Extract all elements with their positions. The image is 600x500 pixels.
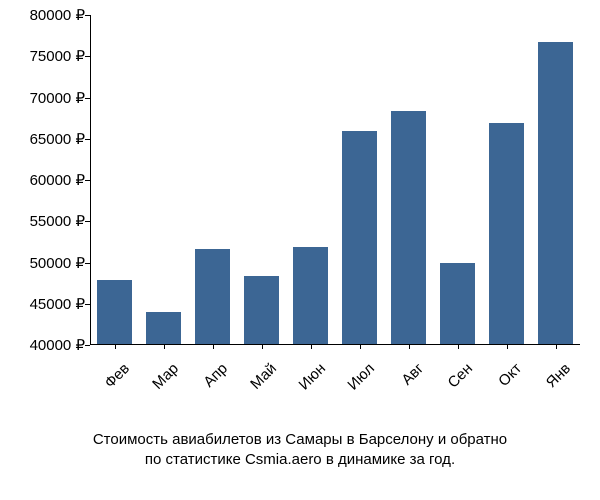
x-tick-mark [360,344,361,349]
y-tick-label: 75000 ₽ [30,47,85,65]
y-axis-line [90,15,91,344]
y-tick-mark [85,56,90,57]
x-tick-mark [164,344,165,349]
y-tick-label: 60000 ₽ [30,171,85,189]
x-tick-mark [311,344,312,349]
x-tick-label: Мар [137,360,182,405]
y-tick-mark [85,98,90,99]
y-tick-label: 70000 ₽ [30,89,85,107]
x-tick-mark [213,344,214,349]
bar [342,131,376,344]
bar [293,247,327,344]
bar [538,42,572,344]
caption-line-1: Стоимость авиабилетов из Самары в Барсел… [93,431,507,448]
y-tick-label: 50000 ₽ [30,254,85,272]
y-tick-mark [85,221,90,222]
bar [195,249,229,344]
bar [244,276,278,344]
y-tick-mark [85,180,90,181]
x-tick-label: Окт [480,360,525,405]
bar [440,263,474,344]
x-tick-label: Апр [186,360,231,405]
chart-caption: Стоимость авиабилетов из Самары в Барсел… [0,430,600,471]
x-tick-mark [556,344,557,349]
bar [97,280,131,344]
x-tick-label: Авг [382,360,427,405]
bar [146,312,180,344]
y-tick-label: 55000 ₽ [30,212,85,230]
x-tick-mark [458,344,459,349]
y-tick-mark [85,304,90,305]
y-tick-mark [85,345,90,346]
x-tick-mark [115,344,116,349]
y-tick-mark [85,139,90,140]
y-tick-mark [85,263,90,264]
bar [489,123,523,344]
x-tick-label: Июл [333,360,378,405]
y-tick-mark [85,15,90,16]
y-tick-label: 45000 ₽ [30,295,85,313]
y-tick-label: 65000 ₽ [30,130,85,148]
price-chart: 40000 ₽ 45000 ₽ 50000 ₽ 55000 ₽ 60000 ₽ 65000… [0,0,600,500]
y-tick-label: 80000 ₽ [30,6,85,24]
x-tick-mark [409,344,410,349]
plot-area [90,15,580,345]
x-tick-label: Май [235,360,280,405]
bar [391,111,425,344]
x-tick-label: Июн [284,360,329,405]
x-tick-label: Янв [529,360,574,405]
y-tick-label: 40000 ₽ [30,336,85,354]
x-tick-label: Фев [88,360,133,405]
x-tick-mark [262,344,263,349]
caption-line-2: по статистике Csmia.aero в динамике за г… [145,451,455,468]
x-tick-mark [507,344,508,349]
x-tick-label: Сен [431,360,476,405]
